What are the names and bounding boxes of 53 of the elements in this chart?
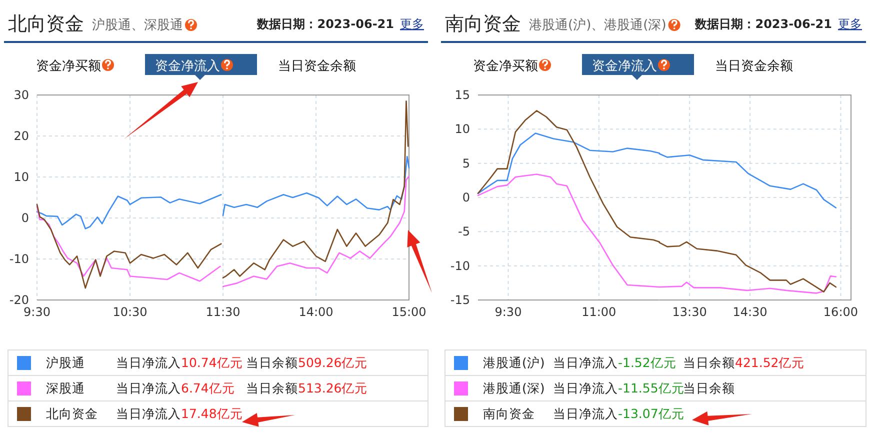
text: 更多: [400, 17, 424, 31]
text: 当日净流入-11.55亿元: [553, 380, 684, 396]
x-tick-label: 13:30: [672, 305, 707, 319]
x-tick-label: 9:30: [494, 305, 522, 319]
chart-title: 北向资金: [8, 13, 84, 35]
y-tick-label: 20: [14, 129, 29, 143]
text: 当日余额509.26亿元: [246, 355, 368, 370]
x-tick-label: 11:30: [206, 305, 240, 319]
text: 当日净流入6.74亿元: [116, 380, 235, 396]
y-tick-label: -5: [458, 224, 470, 239]
text: 当日余额421.52亿元: [683, 355, 805, 370]
y-tick-label: -10: [9, 252, 29, 266]
x-tick-label: 14:30: [732, 305, 768, 319]
x-tick-label: 14:00: [298, 305, 334, 319]
text: 当日净流入-13.07亿元: [553, 406, 684, 421]
text: 当日余额: [683, 380, 735, 396]
text: 数据日期：2023-06-21: [256, 17, 394, 31]
y-tick-label: -10: [450, 258, 470, 273]
y-tick-label: 0: [462, 190, 470, 204]
text: 当日余额513.26亿元: [246, 380, 368, 396]
x-tick-label: 9:30: [24, 305, 50, 319]
legend-label: 深股通: [46, 380, 85, 396]
x-tick-label: 16:00: [823, 305, 858, 319]
y-tick-label: 0: [21, 211, 29, 225]
chart-subtitle: 沪股通、深股通: [92, 17, 183, 33]
x-tick-label: 11:00: [582, 305, 616, 319]
y-tick-label: -15: [450, 293, 470, 307]
legend-label: 北向资金: [46, 406, 98, 421]
y-tick-label: 30: [14, 88, 29, 102]
text: 资金净买额: [36, 59, 101, 74]
x-tick-label: 10:30: [112, 305, 148, 319]
legend-label: 南向资金: [483, 406, 535, 421]
text: 当日资金余额: [278, 59, 356, 74]
y-tick-label: 5: [462, 156, 470, 170]
text: 资金净买额: [473, 59, 538, 74]
chart-title: 南向资金: [445, 13, 521, 35]
y-tick-label: 15: [454, 88, 470, 102]
legend-label: 沪股通: [46, 355, 85, 370]
text: 资金净流入: [155, 58, 220, 74]
y-tick-label: 10: [14, 170, 29, 184]
chart-subtitle: 港股通(沪)、港股通(深): [529, 17, 666, 33]
text: 当日净流入17.48亿元: [116, 406, 243, 421]
y-tick-label: -20: [9, 293, 29, 307]
text: 当日净流入10.74亿元: [116, 355, 243, 370]
text: 数据日期：2023-06-21: [694, 17, 832, 31]
text: 资金净流入: [592, 58, 657, 74]
text: 当日资金余额: [715, 59, 793, 74]
legend-label: 港股通(深): [483, 380, 545, 396]
x-tick-label: 15:00: [392, 305, 426, 319]
text: 当日净流入-1.52亿元: [553, 355, 676, 370]
text: 更多: [838, 17, 862, 31]
legend-label: 港股通(沪): [483, 355, 545, 370]
y-tick-label: 10: [454, 122, 470, 136]
